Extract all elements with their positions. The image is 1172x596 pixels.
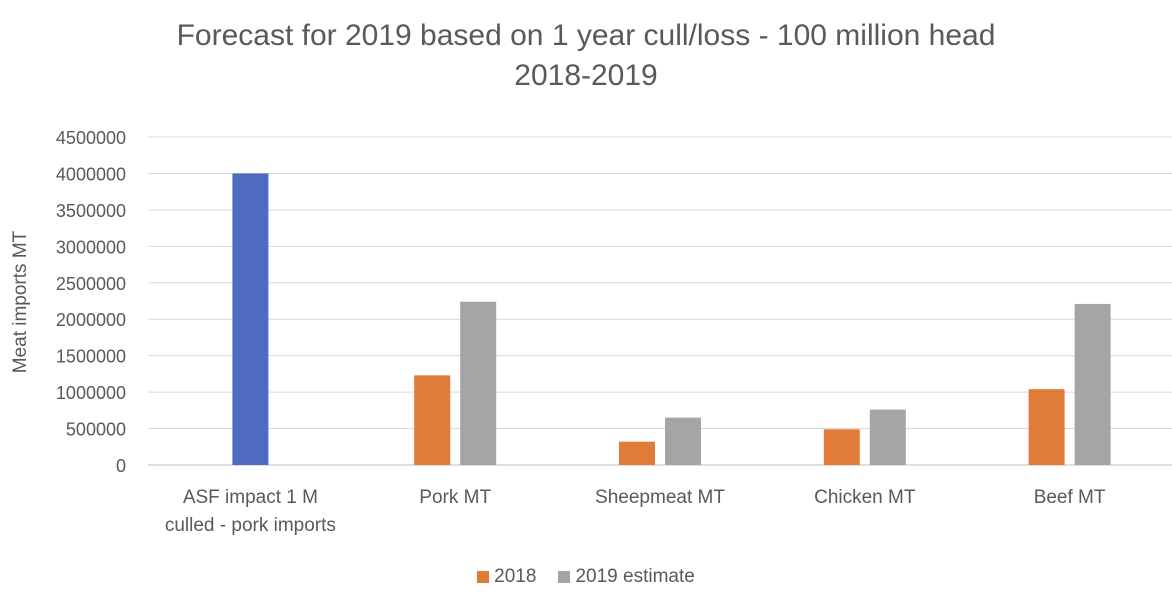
chart-title-line-1: Forecast for 2019 based on 1 year cull/l… <box>176 19 996 52</box>
chart-title: Forecast for 2019 based on 1 year cull/l… <box>0 16 1172 96</box>
x-tick-label-line: Chicken MT <box>814 487 916 508</box>
gridlines <box>148 136 1172 466</box>
x-tick-label: Sheepmeat MT <box>595 487 725 508</box>
bar-2019-estimate <box>460 301 497 465</box>
bar-asf-impact <box>232 173 269 465</box>
x-tick-label-line: Beef MT <box>1034 487 1106 508</box>
y-tick-label: 500000 <box>66 420 126 440</box>
legend-label: 2018 <box>494 566 537 587</box>
x-tick-label: Chicken MT <box>814 487 916 508</box>
bar-chart: 0 500000 1000000 1500000 2000000 2500000 30000… <box>10 128 1172 536</box>
bars <box>232 173 1111 465</box>
legend-label: 2019 estimate <box>575 566 695 587</box>
bar-2018 <box>823 429 860 465</box>
legend: 2018 2019 estimate <box>0 566 1172 588</box>
x-axis-ticks: ASF impact 1 M culled - pork imports Pork … <box>165 487 1106 536</box>
y-tick-label: 4500000 <box>56 128 126 148</box>
bar-2018 <box>1028 389 1065 465</box>
y-tick-label: 1000000 <box>56 383 126 403</box>
bar-2019-estimate <box>1074 303 1111 465</box>
x-tick-label-line: culled - pork imports <box>165 515 336 536</box>
bar-2018 <box>619 441 655 465</box>
legend-swatch <box>558 571 571 583</box>
x-tick-label: Beef MT <box>1034 487 1106 508</box>
y-tick-label: 4000000 <box>56 164 126 184</box>
y-axis-ticks: 0 500000 1000000 1500000 2000000 2500000 30000… <box>56 128 126 476</box>
y-tick-label: 1500000 <box>56 347 126 367</box>
y-tick-label: 3000000 <box>56 237 126 257</box>
bar-2019-estimate <box>869 409 906 465</box>
x-tick-label-line: Pork MT <box>419 487 491 508</box>
bar-2018 <box>414 375 451 465</box>
legend-item: 2019 estimate <box>558 566 695 588</box>
y-tick-label: 2500000 <box>56 274 126 294</box>
y-tick-label: 2000000 <box>56 310 126 330</box>
y-axis-label: Meat imports MT <box>10 230 31 373</box>
x-tick-label-line: Sheepmeat MT <box>595 487 725 508</box>
x-tick-label: ASF impact 1 M culled - pork imports <box>165 487 336 536</box>
y-tick-label: 0 <box>116 456 126 476</box>
chart-subtitle: 2018-2019 <box>514 59 658 92</box>
bar-2019-estimate <box>665 417 701 465</box>
x-tick-label-line: ASF impact 1 M <box>183 487 318 508</box>
legend-item: 2018 <box>477 566 536 588</box>
y-tick-label: 3500000 <box>56 201 126 221</box>
x-tick-label: Pork MT <box>419 487 491 508</box>
legend-swatch <box>477 571 490 583</box>
